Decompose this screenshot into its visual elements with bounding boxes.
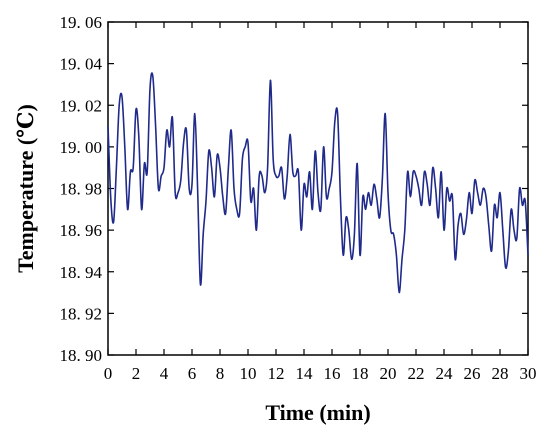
plot-area: 18. 90 18. 92 18. 94 18. 96 18. 98 19. 00 19. … (60, 13, 537, 383)
temperature-series-line (107, 72, 529, 294)
x-tick-label: 22 (408, 364, 425, 383)
x-tick-label: 26 (464, 364, 481, 383)
x-tick-label: 4 (160, 364, 169, 383)
x-tick-label: 24 (436, 364, 454, 383)
y-tick-label: 18. 92 (60, 304, 103, 323)
x-tick-label: 0 (104, 364, 113, 383)
y-tick-label: 18. 90 (60, 346, 103, 365)
y-axis-title: Temperature (℃) (13, 104, 38, 273)
x-tick-label: 2 (132, 364, 141, 383)
x-tick-label: 18 (352, 364, 369, 383)
y-tick-label: 19. 04 (60, 55, 103, 74)
x-tick-label: 12 (268, 364, 285, 383)
x-tick-label: 14 (296, 364, 314, 383)
x-tick-label: 20 (380, 364, 397, 383)
x-tick-label: 8 (216, 364, 225, 383)
y-tick-label: 18. 96 (60, 221, 103, 240)
y-tick-label: 19. 02 (60, 96, 103, 115)
x-tick-label: 6 (188, 364, 197, 383)
y-tick-label: 19. 00 (60, 138, 103, 157)
x-tick-label: 28 (492, 364, 509, 383)
x-tick-label: 10 (240, 364, 257, 383)
y-tick-label: 18. 98 (60, 180, 103, 199)
x-axis-title: Time (min) (265, 400, 370, 425)
x-tick-label: 16 (324, 364, 341, 383)
y-tick-label: 18. 94 (60, 263, 103, 282)
y-tick-label: 19. 06 (60, 13, 103, 32)
x-tick-label: 30 (520, 364, 537, 383)
